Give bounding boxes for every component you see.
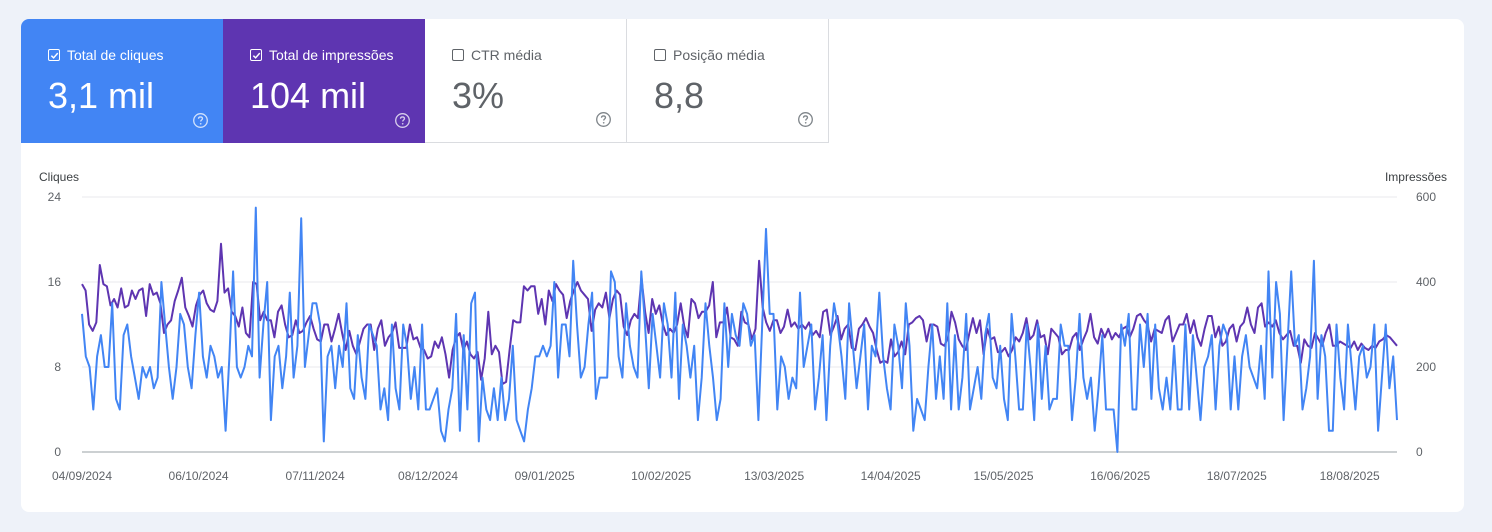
impressions-series-line bbox=[81, 242, 1398, 385]
help-circle-icon[interactable] bbox=[192, 112, 209, 129]
left-axis-title: Cliques bbox=[39, 170, 80, 184]
y-right-tick-label: 400 bbox=[1416, 275, 1436, 289]
performance-card: Total de cliques 3,1 mil Total de impres… bbox=[21, 19, 1464, 512]
metric-value: 3,1 mil bbox=[48, 75, 155, 116]
metric-tile-impressions[interactable]: Total de impressões 104 mil bbox=[223, 19, 425, 143]
performance-chart[interactable]: 24 16 8 0 600 400 200 0 04/09/2024 06/10/2024 07/1… bbox=[21, 19, 1464, 512]
metric-header: Total de impressões bbox=[250, 47, 394, 63]
help-circle-icon[interactable] bbox=[595, 111, 612, 128]
y-right-tick-label: 600 bbox=[1416, 190, 1436, 204]
metric-value: 8,8 bbox=[654, 75, 705, 116]
x-tick-label: 13/03/2025 bbox=[744, 469, 804, 483]
x-tick-label: 08/12/2024 bbox=[398, 469, 458, 483]
metric-tiles: Total de cliques 3,1 mil Total de impres… bbox=[21, 19, 829, 143]
metric-value: 104 mil bbox=[250, 75, 367, 116]
metric-tile-position[interactable]: Posição média 8,8 bbox=[627, 19, 829, 143]
x-tick-label: 07/11/2024 bbox=[286, 469, 345, 483]
check-icon[interactable] bbox=[250, 49, 262, 61]
metric-value: 3% bbox=[452, 75, 505, 116]
checkbox-icon[interactable] bbox=[654, 49, 666, 61]
x-tick-label: 06/10/2024 bbox=[169, 469, 229, 483]
x-tick-label: 10/02/2025 bbox=[631, 469, 691, 483]
y-left-tick-label: 16 bbox=[48, 275, 62, 289]
right-axis-title: Impressões bbox=[1384, 170, 1447, 184]
x-tick-label: 09/01/2025 bbox=[515, 469, 575, 483]
metric-header: Posição média bbox=[654, 47, 765, 63]
y-right-tick-label: 200 bbox=[1416, 360, 1436, 374]
help-circle-icon[interactable] bbox=[797, 111, 814, 128]
checkbox-icon[interactable] bbox=[452, 49, 464, 61]
x-tick-label: 04/09/2024 bbox=[52, 469, 112, 483]
x-tick-label: 15/05/2025 bbox=[974, 469, 1034, 483]
x-tick-label: 18/07/2025 bbox=[1207, 469, 1267, 483]
x-tick-label: 18/08/2025 bbox=[1320, 469, 1380, 483]
y-left-tick-label: 0 bbox=[54, 445, 61, 459]
y-right-tick-label: 0 bbox=[1416, 445, 1423, 459]
check-icon[interactable] bbox=[48, 49, 60, 61]
y-left-tick-label: 24 bbox=[48, 190, 62, 204]
clicks-series-line bbox=[81, 206, 1398, 453]
y-left-tick-label: 8 bbox=[54, 360, 61, 374]
x-tick-label: 16/06/2025 bbox=[1090, 469, 1150, 483]
x-tick-label: 14/04/2025 bbox=[861, 469, 921, 483]
metric-header: Total de cliques bbox=[48, 47, 164, 63]
metric-header: CTR média bbox=[452, 47, 542, 63]
metric-tile-ctr[interactable]: CTR média 3% bbox=[425, 19, 627, 143]
help-circle-icon[interactable] bbox=[394, 112, 411, 129]
metric-tile-clicks[interactable]: Total de cliques 3,1 mil bbox=[21, 19, 223, 143]
